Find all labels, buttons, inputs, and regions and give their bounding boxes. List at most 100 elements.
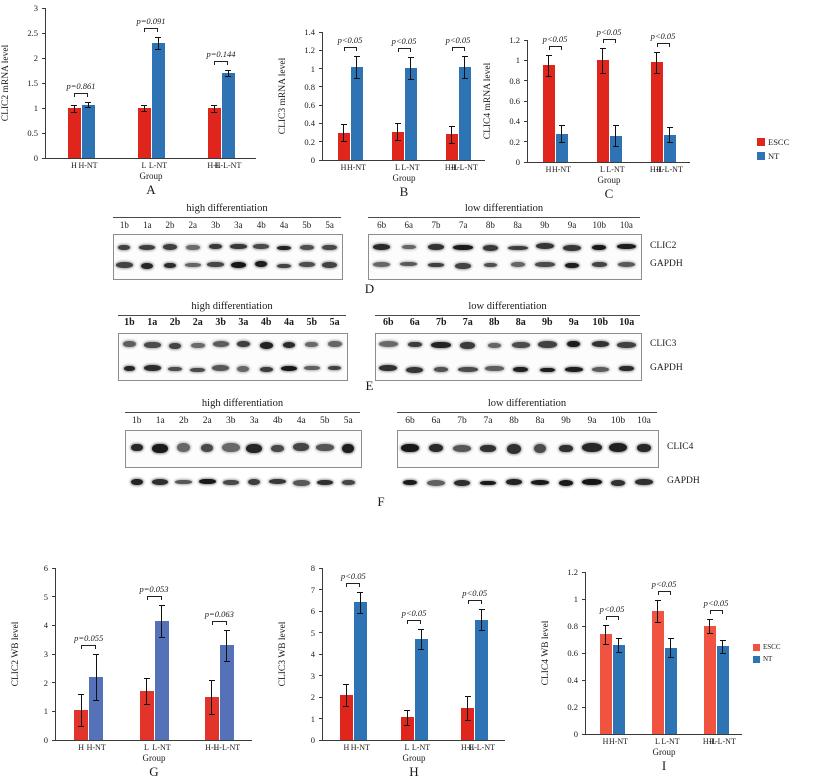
error-bar-cap <box>653 52 660 54</box>
p-value-label: p=0.144 <box>206 49 236 59</box>
blot-band <box>305 341 319 348</box>
significance-bracket-leg <box>157 28 158 32</box>
blot-band <box>378 341 398 348</box>
error-bar-cap <box>418 648 424 650</box>
lane-label: 5b <box>302 220 312 230</box>
blot-band <box>582 479 602 486</box>
blot-band <box>269 478 287 484</box>
error-bar <box>161 605 162 637</box>
bar-nt <box>350 66 363 160</box>
y-axis-tick <box>319 632 323 633</box>
lane-label: 4b <box>260 317 272 328</box>
blot-band <box>115 262 133 268</box>
blot-band <box>276 245 292 251</box>
p-value-label: p<0.05 <box>599 603 625 614</box>
x-tick-label: L-NT <box>401 163 420 172</box>
blot-band <box>407 342 422 348</box>
blot-group-title: low differentiation <box>397 398 657 413</box>
bar-escc <box>391 131 404 160</box>
blot-band <box>292 443 310 451</box>
error-bar-cap <box>612 145 619 147</box>
blot-band <box>617 244 636 250</box>
y-axis-title: CLIC4 WB level <box>541 620 551 686</box>
error-bar <box>356 55 357 78</box>
error-bar <box>227 70 229 76</box>
error-bar-cap <box>478 608 485 610</box>
lane-label: 7a <box>483 416 493 426</box>
lane-label: 9a <box>587 416 597 426</box>
error-bar-cap <box>225 76 231 77</box>
significance-bracket <box>397 47 411 49</box>
blot-band <box>316 480 333 486</box>
y-axis-tick <box>42 32 46 34</box>
y-axis-title: CLIC3 mRNA level <box>278 57 288 135</box>
panel-e-westernblot: high differentiation 1b 1a 2b 2a 3b 3a 4b 4a 5b 5a… <box>105 301 683 413</box>
lane-label: 8b <box>488 317 500 328</box>
x-tick-label: H-L <box>444 163 459 172</box>
significance-bracket-leg <box>721 610 723 615</box>
blot-band <box>565 263 579 269</box>
y-axis-title: CLIC2 WB level <box>11 621 21 687</box>
bar-nt <box>353 602 367 740</box>
blot-band <box>535 243 554 249</box>
y-axis-tick-label: 0 <box>515 157 520 167</box>
significance-bracket <box>211 620 227 622</box>
error-bar <box>467 695 469 720</box>
x-tick-label: L <box>655 737 660 746</box>
bar-escc <box>703 626 716 734</box>
y-axis-tick <box>319 610 323 612</box>
significance-bracket-leg <box>225 620 227 625</box>
error-bar-cap <box>155 37 161 38</box>
x-tick-label: H-L-NT <box>451 163 478 172</box>
error-bar-cap <box>706 632 713 634</box>
p-value-label: p=0.053 <box>139 584 169 595</box>
significance-bracket <box>602 39 616 41</box>
blot-membrane-box <box>368 234 642 280</box>
y-axis-tick-label: 0.5 <box>27 128 38 138</box>
bar-nt <box>151 43 165 158</box>
lane-label: 7a <box>458 220 468 230</box>
significance-bracket <box>146 596 162 598</box>
blot-band <box>139 244 156 250</box>
blot-band <box>487 342 501 348</box>
blot-band <box>510 262 525 267</box>
error-bar-cap <box>141 105 147 106</box>
bar-nt <box>716 646 729 734</box>
blot-band <box>163 263 177 269</box>
significance-bracket <box>467 599 482 601</box>
x-axis-title: Group <box>652 747 676 757</box>
y-axis-tick-label: 1 <box>573 594 578 604</box>
p-value-label: p<0.05 <box>542 34 568 45</box>
y-axis-title: CLIC3 WB level <box>278 621 288 687</box>
bar-escc <box>599 634 612 734</box>
blot-band <box>315 444 334 452</box>
lane-label: 1a <box>142 220 152 230</box>
y-axis-tick-label: 0 <box>573 729 578 739</box>
y-axis-tick-label: 0 <box>310 735 315 745</box>
p-value-label: p<0.05 <box>596 27 622 38</box>
significance-bracket-leg <box>346 582 348 587</box>
blot-band <box>506 443 522 454</box>
error-bar-cap <box>340 124 347 126</box>
error-bar-cap <box>223 661 230 663</box>
significance-bracket-leg <box>657 591 659 596</box>
blot-band <box>505 479 523 486</box>
blot-band <box>130 478 143 485</box>
lane-label: 2a <box>188 220 198 230</box>
y-axis-tick-label: 6 <box>310 606 315 616</box>
blot-band <box>484 365 504 372</box>
lane-label: 6b <box>405 416 415 426</box>
error-bar <box>709 619 710 633</box>
blot-band <box>259 342 273 349</box>
y-axis-tick-label: 0.8 <box>567 621 578 631</box>
error-bar-cap <box>612 125 619 127</box>
x-tick-label: H-NT <box>86 743 106 752</box>
error-bar-cap <box>464 719 471 721</box>
error-bar-cap <box>464 695 471 697</box>
error-bar <box>343 124 344 141</box>
error-bar <box>548 55 549 76</box>
nt-color-swatch <box>753 655 760 663</box>
lane-label: 3a <box>234 220 243 230</box>
bar-escc <box>204 697 219 740</box>
blot-group-title: low differentiation <box>368 203 640 218</box>
